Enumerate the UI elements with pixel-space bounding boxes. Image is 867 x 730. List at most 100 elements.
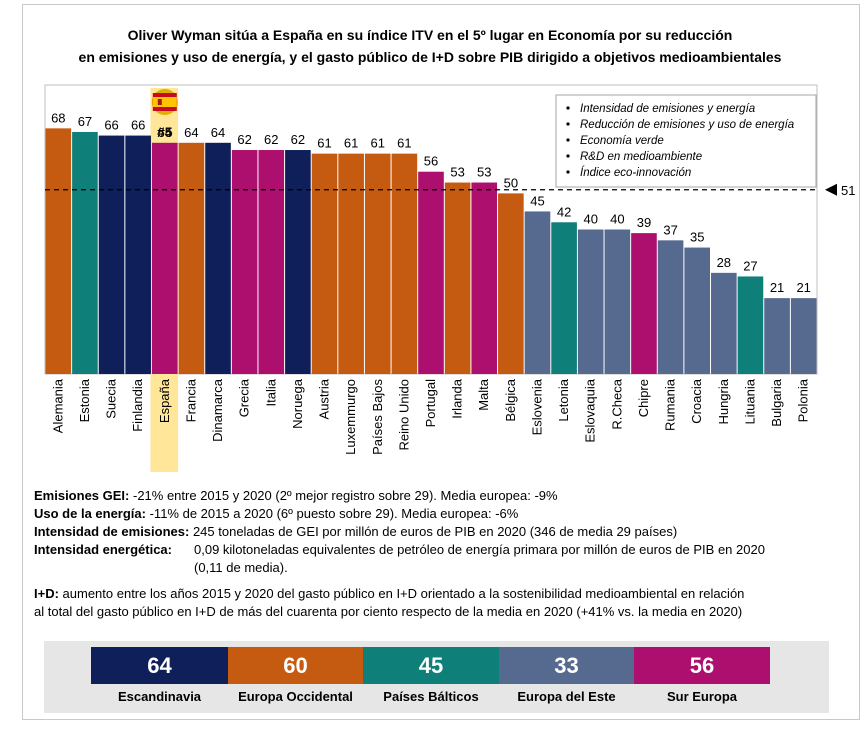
category-tick-label: Finlandia — [130, 378, 145, 432]
note-idp: I+D: aumento entre los años 2015 y 2020 … — [34, 585, 849, 621]
category-tick-label: Noruega — [290, 378, 305, 429]
bar — [684, 247, 711, 374]
legend-item: R&D en medioambiente — [580, 151, 702, 163]
data-label: 35 — [690, 230, 704, 245]
spain-flag-icon — [152, 97, 177, 107]
bar — [444, 182, 471, 374]
legend-item: Economía verde — [580, 135, 664, 147]
bar — [737, 276, 764, 374]
title-line-2: en emisiones y uso de energía, y el gast… — [78, 49, 782, 65]
bar — [125, 135, 151, 374]
region-este-box: 33 — [499, 647, 634, 684]
category-tick-label: Italia — [263, 378, 278, 406]
data-label: 37 — [663, 222, 677, 237]
data-label: 40 — [610, 212, 624, 227]
data-label: 39 — [637, 215, 651, 230]
note-emisiones-text: -21% entre 2015 y 2020 (2º mejor registr… — [129, 488, 558, 503]
data-label: 56 — [424, 154, 438, 169]
region-sur-label: Sur Europa — [666, 689, 738, 704]
spain-flag-icon — [157, 99, 162, 105]
note-uso: Uso de la energía: -11% de 2015 a 2020 (… — [34, 505, 849, 523]
region-sur-value: 56 — [689, 653, 715, 678]
category-tick-label: Irlanda — [450, 378, 465, 419]
legend-item: Intensidad de emisiones y energía — [580, 103, 755, 115]
region-escandinavia-label: Escandinavia — [117, 689, 202, 704]
data-label: 64 — [158, 125, 172, 140]
bar — [790, 298, 817, 374]
bar-chart: 68 Alemania 67 Estonia 66 Suecia 66 Finlandia 64… — [44, 84, 855, 472]
category-tick-label: Chipre — [636, 379, 651, 417]
category-tick-label: Alemania — [50, 378, 65, 433]
region-baltico-value: 45 — [418, 653, 444, 678]
legend-bullet — [566, 106, 570, 110]
note-intensidad-energetica-label: Intensidad energética: — [34, 542, 172, 557]
title-line-1: Oliver Wyman sitúa a España en su índice… — [127, 27, 733, 43]
note-intensidad-energetica-text2: (0,11 de media). — [194, 560, 288, 575]
data-label: 27 — [743, 258, 757, 273]
data-label: 21 — [770, 280, 784, 295]
note-idp-text2: al total del gasto público en I+D de más… — [34, 604, 743, 619]
bar — [551, 222, 577, 374]
bar — [151, 142, 178, 374]
bar — [524, 211, 551, 374]
rank-label: #5 — [157, 124, 173, 140]
category-tick-label: Eslovenia — [529, 378, 544, 435]
data-label: 62 — [291, 132, 305, 147]
bar — [711, 272, 737, 374]
category-tick-label: Dinamarca — [210, 378, 225, 442]
category-tick-label: Reino Unido — [396, 379, 411, 451]
bar — [205, 142, 231, 374]
category-tick-label: Rumania — [663, 378, 678, 431]
category-tick-label: Malta — [476, 378, 491, 411]
data-label: 61 — [344, 136, 358, 151]
category-tick-label: Bulgaria — [769, 378, 784, 426]
data-label: 53 — [477, 165, 491, 180]
bar — [311, 153, 338, 374]
category-tick-label: España — [157, 378, 172, 423]
legend-box — [555, 94, 817, 188]
data-label: 62 — [237, 132, 251, 147]
legend-item: Índice eco-innovación — [580, 166, 691, 179]
data-label: 64 — [184, 125, 198, 140]
category-tick-label: Croacia — [689, 378, 704, 424]
legend-item: Reducción de emisiones y uso de energía — [580, 119, 794, 131]
note-intensidad-emisiones-text: 245 toneladas de GEI por millón de euros… — [189, 524, 678, 539]
data-label: 68 — [51, 110, 65, 125]
category-tick-label: Suecia — [104, 378, 119, 419]
note-idp-text1: aumento entre los años 2015 y 2020 del g… — [58, 586, 745, 601]
data-label: 53 — [450, 165, 464, 180]
category-tick-label: Estonia — [77, 378, 92, 422]
legend-bullet — [566, 170, 570, 174]
data-label: 61 — [317, 136, 331, 151]
bar — [72, 131, 98, 374]
region-europa-occidental-box: 60 — [228, 647, 363, 684]
note-intensidad-energetica-text1: 0,09 kilotoneladas equivalentes de petró… — [194, 542, 765, 557]
chart-title: Oliver Wyman sitúa a España en su índice… — [30, 24, 830, 68]
legend-bullet — [566, 138, 570, 142]
region-europa-occidental-value: 60 — [283, 653, 308, 678]
category-tick-label: Países Bajos — [370, 379, 385, 455]
bar — [98, 135, 125, 374]
bar — [178, 142, 205, 374]
data-label: 50 — [504, 175, 518, 190]
data-label: 62 — [264, 132, 278, 147]
bar — [285, 150, 311, 374]
bar — [45, 128, 72, 374]
category-tick-label: Lituania — [742, 378, 757, 424]
category-tick-label: Bélgica — [503, 378, 518, 421]
category-tick-label: Luxemmurgo — [343, 379, 358, 455]
notes-block: Emisiones GEI: -21% entre 2015 y 2020 (2… — [34, 487, 849, 577]
region-summary-panel: 64 60 45 33 56 Escandinavia Europa Occid… — [44, 641, 829, 713]
figure-frame — [22, 4, 860, 720]
region-sur-box: 56 — [634, 647, 770, 684]
category-tick-label: R.Checa — [609, 378, 624, 429]
region-baltico-label: Países Bálticos — [383, 689, 479, 704]
data-label: 28 — [717, 255, 731, 270]
note-uso-label: Uso de la energía: — [34, 506, 146, 521]
bar — [471, 182, 498, 374]
category-tick-label: Hungria — [716, 378, 731, 424]
data-label: 61 — [371, 136, 385, 151]
bar — [631, 233, 657, 374]
bar — [498, 193, 524, 374]
data-label: 42 — [557, 204, 571, 219]
